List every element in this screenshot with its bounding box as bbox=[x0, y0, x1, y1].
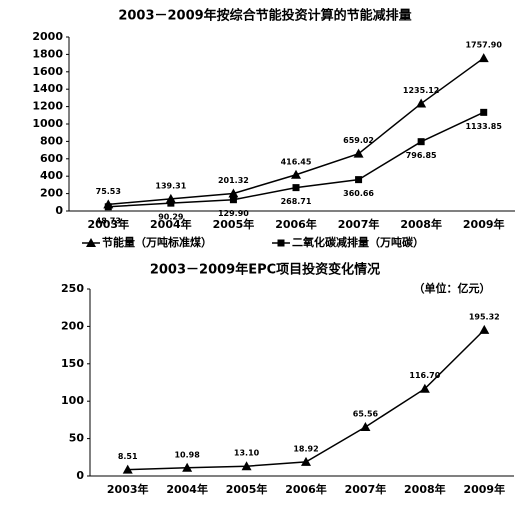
point bbox=[167, 199, 175, 207]
x-tick-label: 2006年 bbox=[275, 217, 317, 231]
y-tick-label: 100 bbox=[61, 394, 84, 407]
x-tick-label: 2007年 bbox=[345, 482, 387, 496]
value-label: 201.32 bbox=[218, 176, 249, 185]
y-tick-label: 0 bbox=[76, 469, 84, 482]
y-tick-label: 1400 bbox=[32, 82, 63, 95]
point bbox=[104, 203, 112, 211]
y-tick-label: 400 bbox=[40, 169, 63, 182]
point bbox=[182, 462, 193, 472]
y-tick-label: 200 bbox=[40, 187, 63, 200]
value-label: 416.45 bbox=[281, 157, 312, 166]
point bbox=[360, 421, 371, 431]
y-tick-label: 1800 bbox=[32, 47, 63, 60]
point bbox=[353, 148, 364, 158]
value-label: 360.66 bbox=[343, 189, 374, 198]
x-tick-label: 2008年 bbox=[400, 217, 442, 231]
x-tick-label: 2007年 bbox=[338, 217, 380, 231]
value-label: 268.71 bbox=[281, 197, 312, 206]
value-label: 139.31 bbox=[155, 181, 186, 190]
point bbox=[241, 461, 252, 471]
legend-label: 节能量（万吨标准煤） bbox=[102, 235, 212, 249]
point bbox=[122, 464, 133, 474]
y-tick-label: 250 bbox=[61, 282, 84, 295]
point bbox=[419, 383, 430, 393]
point bbox=[229, 196, 237, 204]
chart-title: 2003－2009年EPC项目投资变化情况 bbox=[150, 262, 380, 278]
point bbox=[417, 138, 425, 146]
legend-label: 二氧化碳减排量（万吨碳） bbox=[292, 235, 424, 249]
point bbox=[355, 176, 363, 184]
x-tick-label: 2008年 bbox=[404, 482, 446, 496]
point bbox=[291, 169, 301, 179]
x-tick-label: 2003年 bbox=[87, 217, 129, 231]
y-tick-label: 1600 bbox=[32, 65, 63, 78]
value-label: 659.02 bbox=[343, 136, 374, 145]
point bbox=[479, 324, 490, 334]
value-label: 8.51 bbox=[118, 452, 138, 461]
value-label: 129.90 bbox=[218, 209, 249, 218]
value-label: 1757.90 bbox=[465, 41, 502, 50]
value-label: 48.73 bbox=[96, 216, 121, 225]
x-tick-label: 2005年 bbox=[226, 482, 268, 496]
value-label: 1133.85 bbox=[465, 122, 502, 131]
value-label: 10.98 bbox=[174, 450, 200, 459]
value-label: 195.32 bbox=[469, 312, 500, 321]
point bbox=[480, 108, 488, 116]
value-label: 65.56 bbox=[353, 409, 379, 418]
x-tick-label: 2004年 bbox=[166, 482, 208, 496]
y-tick-label: 50 bbox=[69, 432, 85, 445]
value-label: 13.10 bbox=[234, 449, 260, 458]
y-tick-label: 800 bbox=[40, 134, 63, 147]
y-tick-label: 200 bbox=[61, 319, 84, 332]
point bbox=[292, 184, 300, 192]
y-tick-label: 2000 bbox=[32, 30, 63, 43]
y-tick-label: 150 bbox=[61, 357, 84, 370]
unit-annotation: （单位：亿元） bbox=[414, 281, 491, 295]
y-tick-label: 0 bbox=[55, 204, 63, 217]
value-label: 796.85 bbox=[406, 151, 437, 160]
x-tick-label: 2005年 bbox=[213, 217, 255, 231]
value-label: 1235.12 bbox=[403, 86, 439, 95]
x-tick-label: 2009年 bbox=[463, 482, 505, 496]
point bbox=[228, 188, 239, 198]
y-tick-label: 600 bbox=[40, 152, 63, 165]
value-label: 90.29 bbox=[158, 213, 184, 222]
x-tick-label: 2006年 bbox=[285, 482, 327, 496]
value-label: 18.92 bbox=[293, 444, 318, 453]
x-tick-label: 2003年 bbox=[107, 482, 149, 496]
point bbox=[86, 238, 96, 247]
point bbox=[301, 456, 311, 466]
y-tick-label: 1200 bbox=[32, 100, 63, 113]
x-tick-label: 2009年 bbox=[463, 217, 505, 231]
chart-title: 2003－2009年按综合节能投资计算的节能减排量 bbox=[118, 8, 411, 24]
x-tick-label: 2004年 bbox=[150, 217, 192, 231]
point bbox=[478, 53, 489, 63]
point bbox=[277, 239, 285, 247]
value-label: 116.70 bbox=[409, 371, 440, 380]
value-label: 75.53 bbox=[96, 187, 121, 196]
point bbox=[416, 98, 427, 108]
y-tick-label: 1000 bbox=[32, 117, 63, 130]
